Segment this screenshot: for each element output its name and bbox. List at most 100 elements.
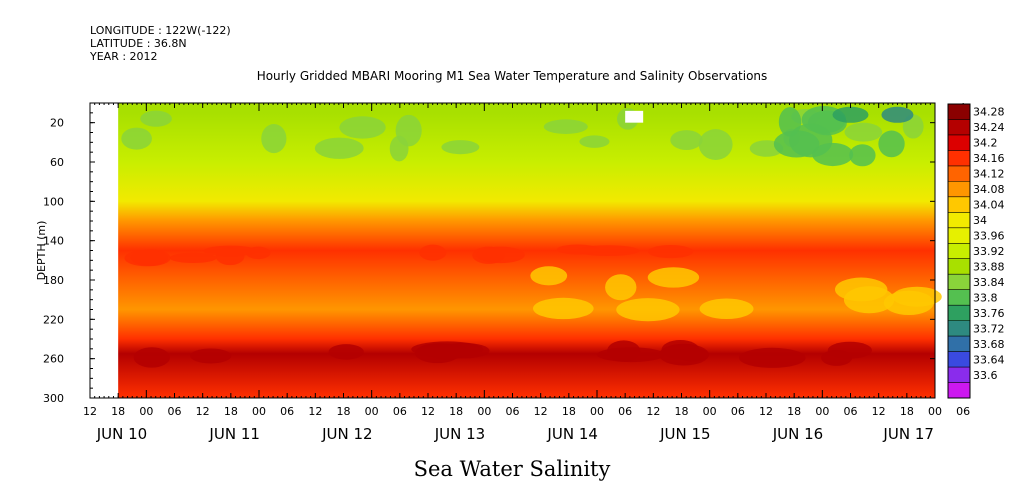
colorbar-label: 33.88 xyxy=(973,260,1005,273)
colorbar-label: 33.68 xyxy=(973,338,1005,351)
field-blob xyxy=(670,130,703,150)
colorbar-swatch xyxy=(948,181,970,198)
colorbar-label: 34.28 xyxy=(973,106,1005,119)
colorbar-swatch xyxy=(948,336,970,353)
field-blob xyxy=(773,130,820,158)
colorbar-swatch xyxy=(948,382,970,399)
colorbar-swatch xyxy=(948,367,970,384)
field-blob xyxy=(133,347,170,368)
y-axis-label: DEPTH (m) xyxy=(35,221,48,281)
field-blob xyxy=(827,341,872,359)
x-date-label: JUN 16 xyxy=(772,425,823,443)
field-blob xyxy=(556,244,599,255)
field-blob xyxy=(140,110,172,127)
x-date-label: JUN 17 xyxy=(882,425,933,443)
colorbar-label: 33.96 xyxy=(973,230,1005,243)
field-blob xyxy=(389,135,409,162)
y-axis: 20 60 100 140 180 220 260 300 xyxy=(43,112,935,405)
field-blob xyxy=(579,135,610,148)
colorbar-label: 34.24 xyxy=(973,121,1005,134)
field-blob xyxy=(203,245,258,257)
colorbar-label: 33.76 xyxy=(973,307,1005,320)
colorbar-frame xyxy=(947,103,971,399)
header-latitude: LATITUDE : 36.8N xyxy=(90,37,187,50)
colorbar: 34.28 34.24 34.2 34.16 34.12 34.08 34.04 34 33.9… xyxy=(947,103,1005,399)
field-blob xyxy=(616,298,680,322)
field-blob xyxy=(778,107,802,137)
colorbar-swatch xyxy=(948,165,970,182)
x-date-label: JUN 15 xyxy=(659,425,710,443)
x-date-label: JUN 11 xyxy=(208,425,259,443)
colorbar-label: 33.8 xyxy=(973,291,998,304)
y-tick-label: 100 xyxy=(43,195,64,208)
x-hour-label: 06 xyxy=(844,405,858,418)
y-tick-label: 180 xyxy=(43,274,64,287)
field-blob xyxy=(476,246,525,264)
colorbar-label: 33.72 xyxy=(973,322,1005,335)
field-blob xyxy=(339,116,386,139)
field-texture xyxy=(121,105,942,368)
field-blob xyxy=(832,106,869,123)
field-blob xyxy=(834,277,888,302)
field-blob xyxy=(543,119,588,134)
field-blob xyxy=(530,266,568,286)
x-hour-label: 12 xyxy=(196,405,210,418)
x-hour-label: 12 xyxy=(534,405,548,418)
x-hour-label: 06 xyxy=(618,405,632,418)
x-hour-label: 12 xyxy=(83,405,97,418)
field-blob xyxy=(124,249,168,267)
x-hour-label: 12 xyxy=(421,405,435,418)
field-blob xyxy=(419,244,447,261)
plot-area xyxy=(89,102,942,399)
x-hour-label: 12 xyxy=(759,405,773,418)
field-blob xyxy=(533,297,594,320)
field-blob xyxy=(605,274,637,301)
field-blob xyxy=(169,252,217,264)
colorbar-swatch xyxy=(948,134,970,151)
colorbar-swatch xyxy=(948,305,970,322)
x-date-label: JUN 12 xyxy=(321,425,372,443)
field-blob xyxy=(647,267,700,288)
footer-title: Sea Water Salinity xyxy=(414,457,611,481)
colorbar-label: 34.12 xyxy=(973,168,1005,181)
colorbar-swatch xyxy=(948,119,970,136)
colorbar-swatch xyxy=(948,212,970,229)
x-hour-label: 00 xyxy=(815,405,829,418)
field-blob xyxy=(849,144,876,167)
colorbar-label: 34.04 xyxy=(973,199,1005,212)
x-hour-label: 00 xyxy=(477,405,491,418)
field-blob xyxy=(261,123,287,154)
colorbar-swatch xyxy=(948,289,970,306)
y-tick-label: 140 xyxy=(43,235,64,248)
x-hour-label: 06 xyxy=(731,405,745,418)
x-hour-label: 00 xyxy=(928,405,942,418)
colorbar-swatch xyxy=(948,258,970,275)
x-hour-label: 18 xyxy=(787,405,801,418)
field-blob xyxy=(428,345,467,360)
field-blob xyxy=(314,137,364,159)
field-blob xyxy=(892,286,942,307)
field-blob xyxy=(878,130,905,158)
header-year: YEAR : 2012 xyxy=(89,50,158,63)
x-hour-label: 18 xyxy=(900,405,914,418)
missing-data-patch xyxy=(625,110,644,123)
colorbar-swatch xyxy=(948,243,970,260)
y-tick-label: 300 xyxy=(43,392,64,405)
colorbar-label: 33.84 xyxy=(973,276,1005,289)
colorbar-label: 34.16 xyxy=(973,152,1005,165)
field-blob xyxy=(658,343,709,366)
x-hour-label: 18 xyxy=(224,405,238,418)
field-blob xyxy=(190,348,232,364)
y-tick-label: 20 xyxy=(50,117,64,130)
x-hour-label: 12 xyxy=(646,405,660,418)
colorbar-label: 34 xyxy=(973,214,987,227)
x-hour-label: 00 xyxy=(590,405,604,418)
x-date-label: JUN 13 xyxy=(434,425,485,443)
y-tick-label: 260 xyxy=(43,353,64,366)
x-hour-label: 18 xyxy=(111,405,125,418)
x-date-label: JUN 14 xyxy=(546,425,597,443)
field-blob xyxy=(597,347,665,363)
colorbar-label: 34.08 xyxy=(973,183,1005,196)
y-tick-label: 220 xyxy=(43,313,64,326)
